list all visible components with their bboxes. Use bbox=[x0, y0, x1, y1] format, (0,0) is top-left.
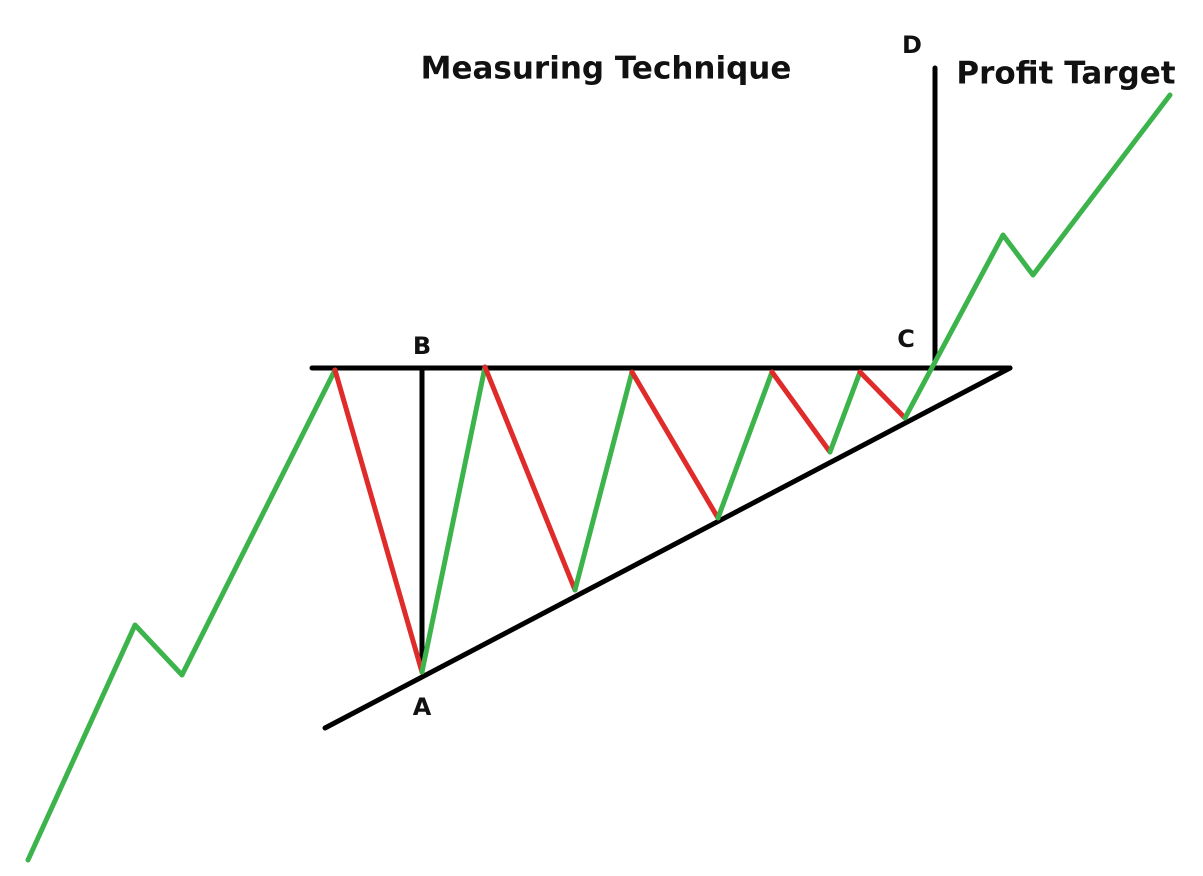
down-leg bbox=[332, 367, 425, 675]
point-label: B bbox=[413, 332, 431, 360]
title: Measuring Technique bbox=[421, 51, 792, 87]
point-label: A bbox=[413, 693, 432, 721]
support-line bbox=[322, 365, 1013, 731]
uptrend-line bbox=[25, 367, 338, 863]
up-leg bbox=[572, 369, 635, 593]
down-leg bbox=[857, 369, 908, 421]
up-leg bbox=[715, 369, 775, 521]
breakout-line bbox=[902, 92, 1173, 421]
down-leg bbox=[482, 364, 578, 593]
down-leg bbox=[769, 369, 833, 455]
profit-target-label: Profit Target bbox=[956, 56, 1175, 92]
down-leg bbox=[629, 369, 721, 521]
point-label: C bbox=[897, 325, 915, 353]
up-leg bbox=[419, 364, 488, 675]
up-leg bbox=[827, 369, 863, 455]
point-label: D bbox=[902, 31, 922, 59]
